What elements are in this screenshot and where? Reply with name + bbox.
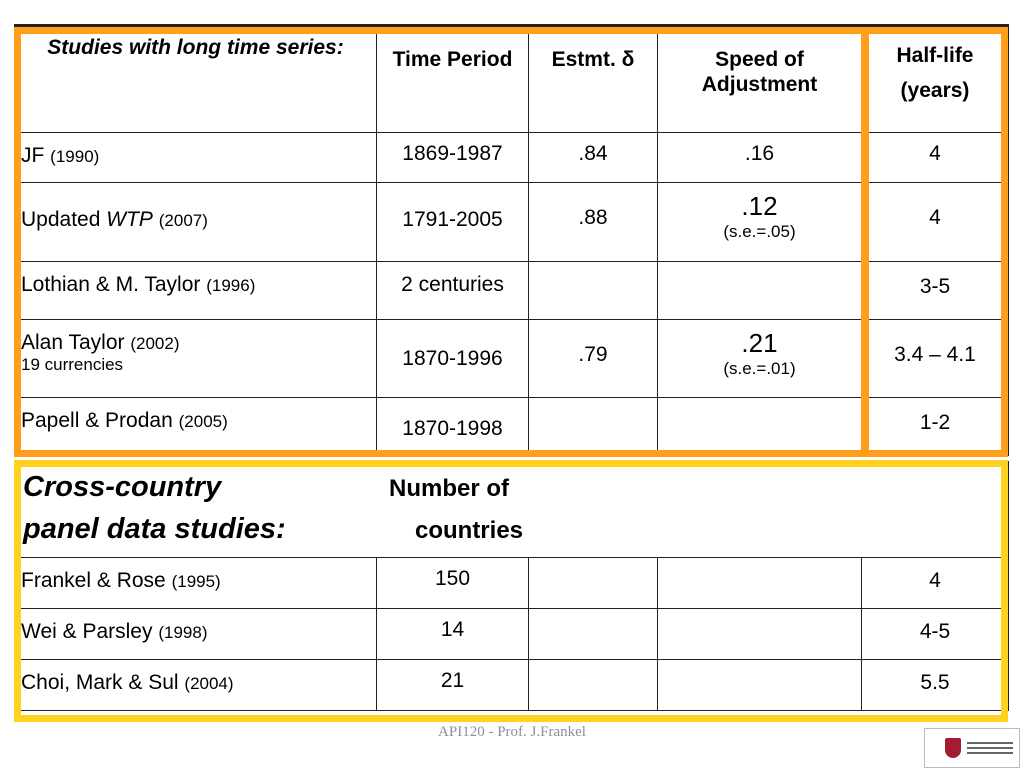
- half-life-value: 5.5: [861, 659, 1009, 711]
- cross-title-line2: panel data studies:: [23, 513, 286, 546]
- study-author: Wei & Parsley: [21, 620, 153, 643]
- table-row: Lothian & M. Taylor (1996) 2 centuries 3…: [14, 261, 1009, 320]
- num-hdr-line1: Number of: [389, 475, 509, 502]
- study-italic: WTP: [106, 208, 153, 231]
- harvard-kennedy-school-logo-icon: [924, 728, 1020, 768]
- study-author: Frankel & Rose: [21, 569, 166, 592]
- speed-cell: .12 (s.e.=.05): [657, 182, 862, 262]
- time-period: 2 centuries: [376, 261, 529, 320]
- time-period: 1791-2005: [376, 182, 529, 262]
- logo-text-lines: [967, 742, 1013, 754]
- header-studies: Studies with long time series:: [14, 24, 377, 133]
- num-countries: 150: [376, 557, 529, 609]
- half-life-value: 4: [861, 557, 1009, 609]
- empty-cell: [657, 608, 862, 660]
- study-author: Lothian & M. Taylor: [21, 273, 201, 296]
- empty-cell: [528, 659, 658, 711]
- speed-value: .21: [741, 328, 778, 358]
- study-year: (1998): [158, 623, 208, 642]
- header-speed: Speed of Adjustment: [657, 24, 862, 133]
- speed-value: [657, 261, 862, 320]
- table-row: Papell & Prodan (2005) 1870-1998 1-2: [14, 397, 1009, 456]
- empty-cell: [657, 557, 862, 609]
- standard-error: (s.e.=.05): [723, 222, 796, 242]
- estmt-value: [528, 261, 658, 320]
- table-row: Frankel & Rose (1995) 150 4: [14, 557, 1009, 609]
- estmt-value: .84: [528, 132, 658, 183]
- estmt-value: [528, 397, 658, 456]
- speed-value: .16: [657, 132, 862, 183]
- time-period: 1870-1998: [376, 397, 529, 456]
- estmt-value: .88: [528, 182, 658, 262]
- header-time-period: Time Period: [376, 24, 529, 133]
- study-subtitle: 19 currencies: [21, 355, 124, 375]
- header-estmt: Estmt. δ: [528, 24, 658, 133]
- num-countries: 21: [376, 659, 529, 711]
- half-life-value: 3-5: [861, 261, 1009, 320]
- cross-country-header-row: Cross-country panel data studies: Number…: [14, 461, 1009, 558]
- study-year: (1995): [171, 572, 221, 591]
- cross-country-header: Cross-country panel data studies: Number…: [14, 461, 1009, 558]
- study-year: (2004): [184, 674, 234, 693]
- speed-cell: .21 (s.e.=.01): [657, 319, 862, 398]
- half-life-value: 4-5: [861, 608, 1009, 660]
- number-of-countries-header: Number of countries: [369, 468, 529, 552]
- table-row: JF (1990) 1869-1987 .84 .16 4: [14, 132, 1009, 183]
- study-name: Choi, Mark & Sul (2004): [14, 659, 377, 711]
- half-life-value: 4: [861, 132, 1009, 183]
- studies-table: Studies with long time series: Time Peri…: [14, 24, 1009, 711]
- num-hdr-line2: countries: [414, 517, 524, 544]
- study-name: JF (1990): [14, 132, 377, 183]
- header-row: Studies with long time series: Time Peri…: [14, 24, 1009, 133]
- study-year: (2007): [158, 211, 208, 230]
- speed-value: .12: [741, 191, 778, 221]
- empty-cell: [657, 659, 862, 711]
- footer-text: API120 - Prof. J.Frankel: [438, 724, 586, 740]
- table-row: Alan Taylor (2002) 19 currencies 1870-19…: [14, 319, 1009, 398]
- half-life-value: 4: [861, 182, 1009, 262]
- study-year: (2005): [178, 412, 228, 431]
- study-year: (2002): [130, 334, 180, 353]
- estmt-value: .79: [528, 319, 658, 398]
- speed-value: [657, 397, 862, 456]
- half-life-value: 1-2: [861, 397, 1009, 456]
- study-author: Alan Taylor: [21, 331, 125, 354]
- study-year: (1996): [206, 276, 256, 295]
- study-author: Choi, Mark & Sul: [21, 671, 179, 694]
- study-author: JF: [21, 144, 45, 167]
- shield-icon: [945, 738, 961, 758]
- study-name: Wei & Parsley (1998): [14, 608, 377, 660]
- study-author: Papell & Prodan: [21, 409, 173, 432]
- table-row: Choi, Mark & Sul (2004) 21 5.5: [14, 659, 1009, 711]
- cross-title-line1: Cross-country: [23, 471, 222, 503]
- study-name: Alan Taylor (2002) 19 currencies: [14, 319, 377, 398]
- cross-country-title: Cross-country panel data studies:: [23, 466, 1000, 550]
- num-countries: 14: [376, 608, 529, 660]
- study-author: Updated: [21, 208, 101, 231]
- study-name: Frankel & Rose (1995): [14, 557, 377, 609]
- header-half-life: Half-life (years): [861, 24, 1009, 133]
- half-life-value: 3.4 – 4.1: [861, 319, 1009, 398]
- study-year: (1990): [50, 147, 100, 166]
- study-name: Lothian & M. Taylor (1996): [14, 261, 377, 320]
- time-period: 1870-1996: [376, 319, 529, 398]
- standard-error: (s.e.=.01): [723, 359, 796, 379]
- table-row: Wei & Parsley (1998) 14 4-5: [14, 608, 1009, 660]
- empty-cell: [528, 608, 658, 660]
- table-row: Updated WTP (2007) 1791-2005 .88 .12 (s.…: [14, 182, 1009, 262]
- empty-cell: [528, 557, 658, 609]
- time-period: 1869-1987: [376, 132, 529, 183]
- study-name: Papell & Prodan (2005): [14, 397, 377, 456]
- study-name: Updated WTP (2007): [14, 182, 377, 262]
